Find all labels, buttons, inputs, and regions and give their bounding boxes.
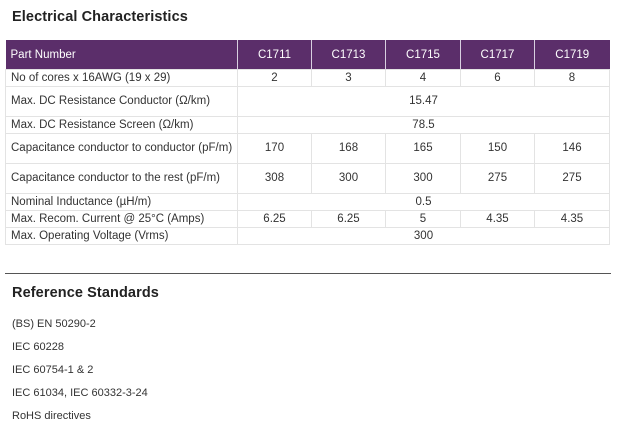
cell-value-spanning: 0.5 <box>237 193 610 211</box>
cell-value: 165 <box>385 133 461 164</box>
cell-value: 4.35 <box>534 210 610 228</box>
part-header: C1715 <box>385 40 461 70</box>
row-label: Max. DC Resistance Conductor (Ω/km) <box>5 86 238 117</box>
cell-value: 6 <box>460 69 535 87</box>
part-header: C1713 <box>311 40 386 70</box>
cell-value-spanning: 15.47 <box>237 86 610 117</box>
table-row: No of cores x 16AWG (19 x 29) 2 3 4 6 8 <box>5 69 610 87</box>
part-header: C1719 <box>534 40 610 70</box>
standard-item: IEC 60754-1 & 2 <box>12 364 94 376</box>
row-label: Max. DC Resistance Screen (Ω/km) <box>5 116 238 134</box>
cell-value: 275 <box>534 163 610 194</box>
cell-value: 150 <box>460 133 535 164</box>
cell-value: 6.25 <box>311 210 386 228</box>
row-label: Nominal Inductance (µH/m) <box>5 193 238 211</box>
cell-value-spanning: 78.5 <box>237 116 610 134</box>
cell-value: 5 <box>385 210 461 228</box>
standard-item: (BS) EN 50290-2 <box>12 318 96 330</box>
reference-standards-heading: Reference Standards <box>12 285 159 301</box>
standard-item: IEC 60228 <box>12 341 64 353</box>
cell-value: 4 <box>385 69 461 87</box>
row-label: Capacitance conductor to conductor (pF/m… <box>5 133 238 164</box>
part-header: C1711 <box>237 40 312 70</box>
table-row: Max. Operating Voltage (Vrms) 300 <box>5 227 610 245</box>
row-label: Max. Recom. Current @ 25°C (Amps) <box>5 210 238 228</box>
standard-item: RoHS directives <box>12 410 91 422</box>
row-label: Max. Operating Voltage (Vrms) <box>5 227 238 245</box>
cell-value: 6.25 <box>237 210 312 228</box>
cell-value: 170 <box>237 133 312 164</box>
electrical-characteristics-table: Part Number C1711 C1713 C1715 C1717 C171… <box>5 40 610 245</box>
electrical-characteristics-heading: Electrical Characteristics <box>12 9 188 25</box>
table-row: Max. DC Resistance Conductor (Ω/km) 15.4… <box>5 86 610 117</box>
cell-value: 2 <box>237 69 312 87</box>
cell-value: 168 <box>311 133 386 164</box>
cell-value: 8 <box>534 69 610 87</box>
standard-item: IEC 61034, IEC 60332-3-24 <box>12 387 148 399</box>
table-row: Max. DC Resistance Screen (Ω/km) 78.5 <box>5 116 610 134</box>
part-header: C1717 <box>460 40 535 70</box>
table-row: Capacitance conductor to conductor (pF/m… <box>5 133 610 164</box>
cell-value: 300 <box>311 163 386 194</box>
cell-value: 4.35 <box>460 210 535 228</box>
cell-value: 146 <box>534 133 610 164</box>
cell-value: 3 <box>311 69 386 87</box>
part-number-header: Part Number <box>5 40 238 70</box>
cell-value-spanning: 300 <box>237 227 610 245</box>
table-row: Capacitance conductor to the rest (pF/m)… <box>5 163 610 194</box>
row-label: No of cores x 16AWG (19 x 29) <box>5 69 238 87</box>
cell-value: 300 <box>385 163 461 194</box>
section-divider <box>5 273 611 274</box>
table-row: Max. Recom. Current @ 25°C (Amps) 6.25 6… <box>5 210 610 228</box>
cell-value: 308 <box>237 163 312 194</box>
row-label: Capacitance conductor to the rest (pF/m) <box>5 163 238 194</box>
cell-value: 275 <box>460 163 535 194</box>
table-header-row: Part Number C1711 C1713 C1715 C1717 C171… <box>5 40 610 70</box>
table-row: Nominal Inductance (µH/m) 0.5 <box>5 193 610 211</box>
